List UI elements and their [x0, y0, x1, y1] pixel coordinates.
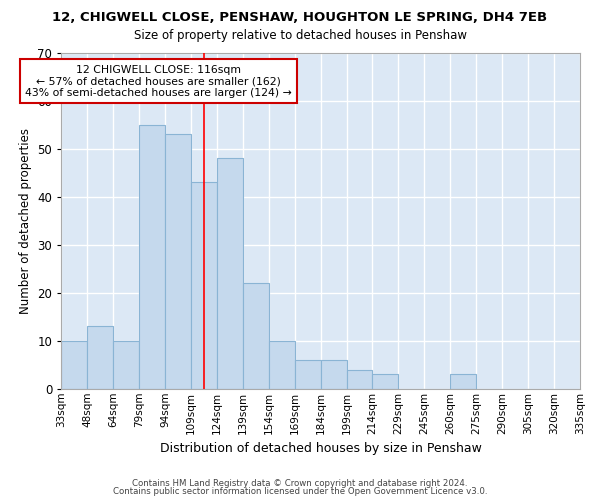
Bar	[450, 374, 476, 389]
Y-axis label: Number of detached properties: Number of detached properties	[19, 128, 32, 314]
Bar	[61, 340, 87, 389]
Bar	[113, 340, 139, 389]
Bar	[373, 374, 398, 389]
Text: 12, CHIGWELL CLOSE, PENSHAW, HOUGHTON LE SPRING, DH4 7EB: 12, CHIGWELL CLOSE, PENSHAW, HOUGHTON LE…	[52, 11, 548, 24]
Bar	[320, 360, 347, 389]
Text: Contains public sector information licensed under the Open Government Licence v3: Contains public sector information licen…	[113, 488, 487, 496]
Bar	[139, 124, 165, 389]
Bar	[87, 326, 113, 389]
Bar	[217, 158, 243, 389]
Bar	[269, 340, 295, 389]
Bar	[243, 283, 269, 389]
Bar	[191, 182, 217, 389]
Bar	[295, 360, 320, 389]
Text: Size of property relative to detached houses in Penshaw: Size of property relative to detached ho…	[133, 29, 467, 42]
Bar	[165, 134, 191, 389]
Text: 12 CHIGWELL CLOSE: 116sqm
← 57% of detached houses are smaller (162)
43% of semi: 12 CHIGWELL CLOSE: 116sqm ← 57% of detac…	[25, 64, 292, 98]
Bar	[347, 370, 373, 389]
X-axis label: Distribution of detached houses by size in Penshaw: Distribution of detached houses by size …	[160, 442, 482, 455]
Text: Contains HM Land Registry data © Crown copyright and database right 2024.: Contains HM Land Registry data © Crown c…	[132, 479, 468, 488]
